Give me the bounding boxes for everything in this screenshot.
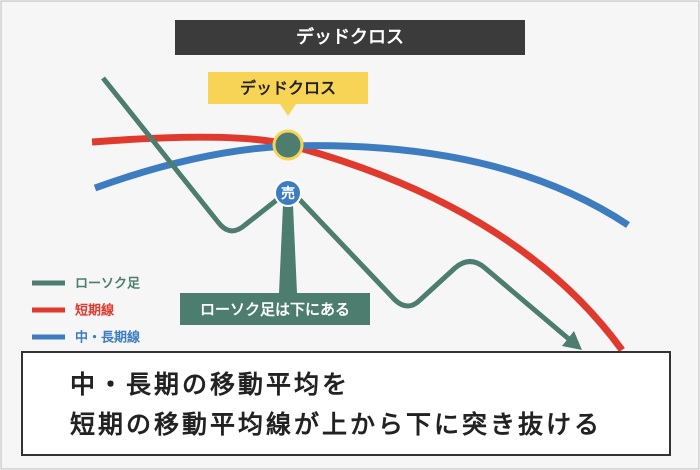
note-label: ローソク足は下にある [200, 301, 350, 319]
callout-box [208, 72, 368, 104]
caption-line: 中・長期の移動平均を [70, 370, 350, 399]
long-line [93, 142, 630, 228]
cross-point [272, 129, 304, 161]
note-pointer [279, 205, 297, 293]
sell-marker [274, 179, 302, 207]
arrow-head [562, 331, 582, 350]
caption-line: 短期の移動平均線が上から下に突き抜ける [70, 410, 602, 439]
callout-label: デッドクロス [240, 79, 336, 98]
legend-label: 短期線 [75, 303, 115, 319]
legend-label: 中・長期線 [75, 330, 141, 346]
legend-label: ローソク足 [75, 277, 141, 292]
sell-label: 売 [281, 185, 295, 202]
short-line [91, 133, 625, 353]
title-box [175, 20, 525, 55]
callout-pointer [280, 104, 296, 116]
candle-line [101, 76, 572, 342]
note-box [180, 293, 370, 325]
caption-box [21, 351, 671, 456]
title: デッドクロス [296, 26, 404, 48]
